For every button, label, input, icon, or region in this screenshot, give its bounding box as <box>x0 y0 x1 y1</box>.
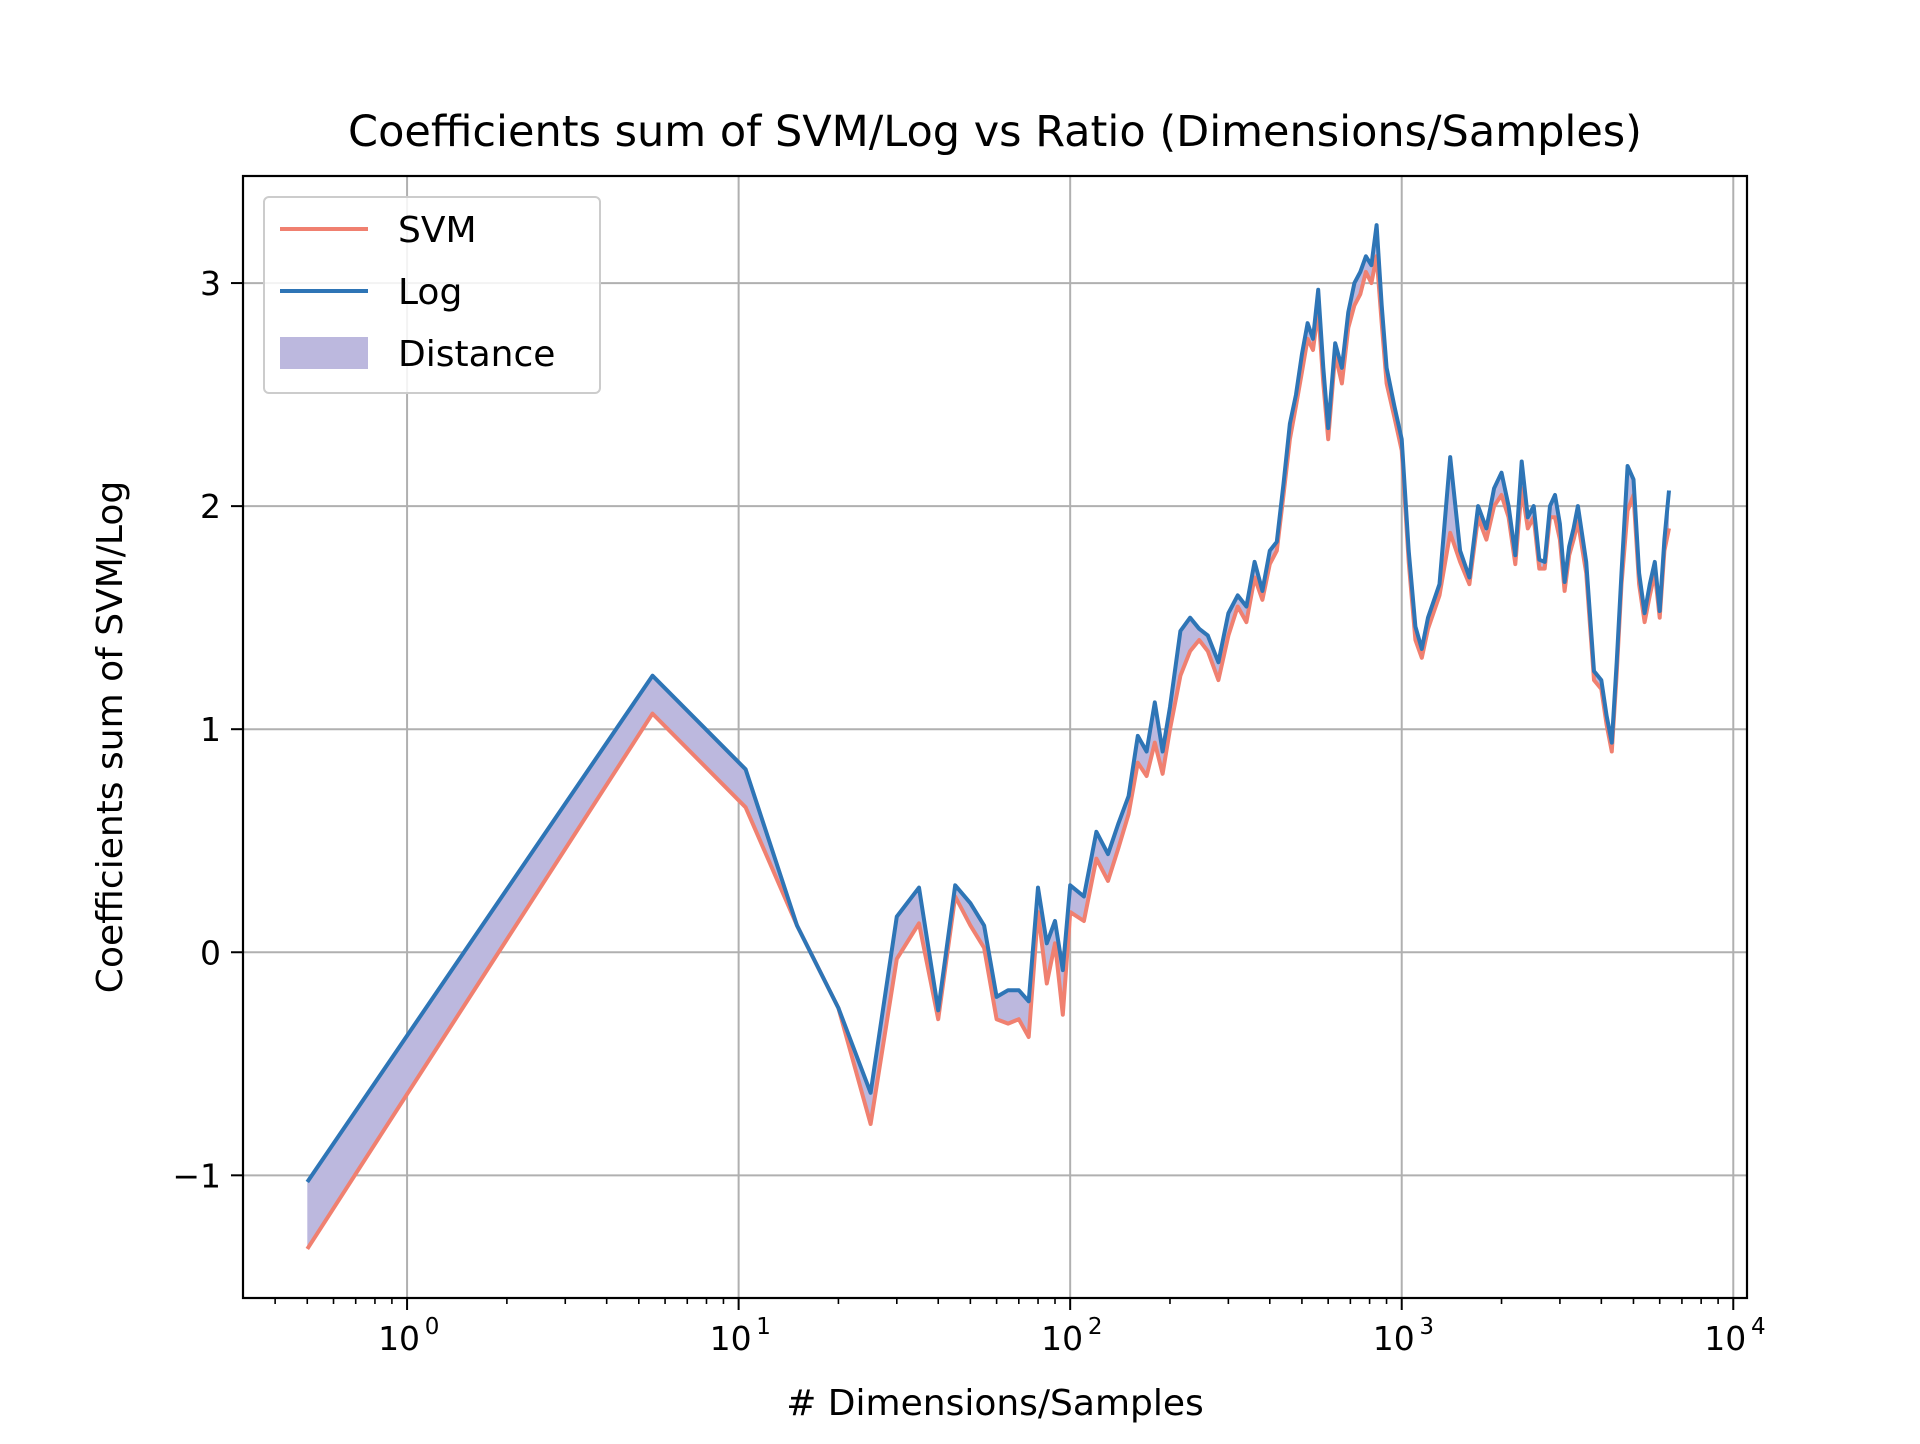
x-tick-label: 10 <box>378 1319 420 1358</box>
x-tick-label: 10 <box>710 1319 752 1358</box>
y-tick-label: 2 <box>200 487 221 526</box>
x-tick-exponent: 3 <box>1419 1314 1434 1340</box>
legend-label-distance: Distance <box>398 334 555 375</box>
plot-frame <box>241 174 1749 1300</box>
grid <box>243 176 1747 1298</box>
x-tick-exponent: 1 <box>756 1314 771 1340</box>
legend-swatch-distance <box>280 337 368 369</box>
x-tick-exponent: 0 <box>425 1314 440 1340</box>
series-line-log <box>305 223 1671 1184</box>
legend-label-log: Log <box>398 272 462 313</box>
x-tick-label: 10 <box>1373 1319 1415 1358</box>
y-tick-label: 0 <box>200 933 221 972</box>
y-axis-label: Coefficients sum of SVM/Log <box>90 481 131 993</box>
legend-label-svm: SVM <box>398 210 477 251</box>
x-tick-label: 10 <box>1041 1319 1083 1358</box>
x-tick-label: 10 <box>1704 1319 1746 1358</box>
series-lines <box>305 223 1671 1250</box>
y-tick-label: 1 <box>200 710 221 749</box>
chart-title: Coefficients sum of SVM/Log vs Ratio (Di… <box>348 107 1642 157</box>
x-axis-label: # Dimensions/Samples <box>786 1383 1204 1424</box>
legend: SVM Log Distance <box>263 196 601 394</box>
y-tick-label: 3 <box>200 264 221 303</box>
series-line-svm <box>305 254 1671 1250</box>
x-tick-exponent: 2 <box>1088 1314 1103 1340</box>
x-tick-exponent: 4 <box>1751 1314 1766 1340</box>
y-tick-label: −1 <box>172 1156 221 1195</box>
